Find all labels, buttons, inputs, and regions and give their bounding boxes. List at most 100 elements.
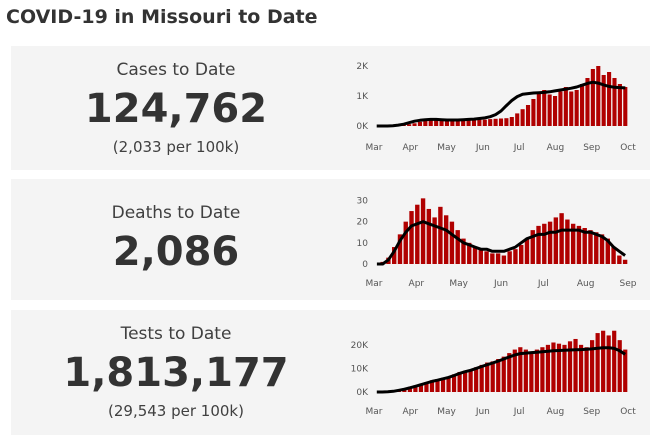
deaths-bar: [622, 259, 628, 264]
cases-bar: [574, 90, 579, 126]
cases-x-tick: Oct: [620, 143, 636, 153]
deaths-bar: [605, 238, 610, 264]
tests-bar: [507, 353, 512, 392]
deaths-bar: [594, 232, 599, 264]
cases-x-tick: Sep: [583, 143, 600, 153]
tests-bar: [529, 351, 534, 392]
cases-bar: [482, 119, 487, 126]
deaths-bar: [547, 221, 553, 264]
cases-y-tick: 2K: [356, 62, 369, 72]
deaths-chart: 0 10 20 30 Mar Apr May Jun Jul Aug Sep: [357, 196, 637, 289]
tests-x-tick: Aug: [547, 407, 565, 417]
cases-bar: [558, 91, 563, 126]
tests-bar: [413, 385, 418, 392]
cases-bar: [504, 118, 509, 126]
deaths-x-tick: Jul: [537, 279, 549, 289]
cases-bar: [434, 118, 439, 126]
tests-bar: [407, 386, 412, 392]
deaths-y-tick: 30: [357, 196, 369, 206]
cases-bar: [455, 120, 460, 126]
cases-bar: [580, 84, 585, 126]
cases-bar: [617, 84, 622, 126]
tests-bar: [540, 347, 545, 392]
cases-bar: [412, 123, 417, 126]
tests-bar: [512, 349, 517, 392]
tests-bar: [562, 344, 567, 392]
tests-x-tick: Mar: [366, 407, 383, 417]
tests-bar: [534, 349, 539, 392]
deaths-value: 2,086: [112, 229, 240, 275]
cases-bar: [547, 94, 552, 126]
deaths-x-tick: Apr: [409, 279, 425, 289]
tests-x-tick: Jul: [513, 407, 525, 417]
deaths-x-tick: Aug: [577, 279, 595, 289]
deaths-average-line: [376, 220, 626, 266]
cases-x-tick: Jun: [475, 143, 490, 153]
cases-bar: [450, 120, 455, 126]
cases-bar: [569, 91, 574, 126]
deaths-bar: [570, 223, 576, 264]
tests-bar: [446, 376, 451, 392]
cases-bar: [439, 119, 444, 126]
cases-bar: [552, 96, 558, 126]
tests-bar: [556, 343, 562, 392]
tests-label: Tests to Date: [120, 324, 232, 344]
tests-chart: 0K 10K 20K Mar Apr May Jun Jul Aug Sep Oct: [351, 330, 636, 417]
tests-bar: [617, 340, 622, 392]
tests-x-tick: Sep: [583, 407, 600, 417]
deaths-bar: [467, 242, 472, 264]
tests-x-tick: Oct: [620, 407, 636, 417]
tests-y-tick: 10K: [351, 364, 369, 374]
page-title: COVID-19 in Missouri to Date: [6, 6, 318, 28]
tests-bar: [523, 349, 528, 392]
deaths-bar: [553, 217, 559, 264]
cases-bar: [423, 120, 428, 126]
tests-bar: [623, 349, 628, 392]
deaths-bar: [582, 228, 587, 264]
deaths-bar: [472, 247, 478, 264]
cases-bar: [417, 121, 422, 126]
deaths-bar: [617, 255, 622, 264]
tests-bar: [457, 371, 462, 392]
deaths-y-tick: 10: [357, 239, 369, 249]
cases-chart: 0K 1K 2K Mar Apr May Jun Jul Aug Sep Oct: [356, 62, 636, 153]
cases-bar: [536, 93, 541, 126]
tests-bar: [424, 382, 429, 392]
tests-bar: [584, 347, 589, 392]
cases-value: 124,762: [84, 86, 268, 132]
cases-bar: [444, 120, 450, 126]
cases-y-tick: 1K: [356, 92, 369, 102]
tests-bar: [474, 367, 479, 392]
deaths-bar: [588, 230, 593, 264]
deaths-bar: [455, 230, 460, 264]
cases-bar: [525, 105, 531, 126]
deaths-bar: [461, 238, 466, 264]
cases-bar: [585, 78, 590, 126]
tests-x-tick: Jun: [475, 407, 490, 417]
deaths-bar: [576, 225, 582, 264]
cases-bar: [601, 75, 606, 126]
cases-x-tick: Jul: [513, 143, 525, 153]
tests-bar: [573, 338, 578, 392]
tests-bar: [595, 333, 600, 392]
tests-bar: [606, 335, 611, 392]
cases-bar: [407, 124, 412, 126]
tests-y-tick: 0K: [356, 388, 369, 398]
deaths-bar: [443, 215, 449, 264]
deaths-bar: [490, 253, 495, 264]
tests-value: 1,813,177: [63, 350, 289, 396]
tests-bar: [435, 379, 440, 392]
tests-bar: [545, 344, 551, 392]
cases-bar: [428, 120, 433, 126]
cases-bar: [531, 99, 536, 126]
deaths-bar: [392, 247, 397, 264]
cases-bar: [612, 78, 617, 126]
deaths-bar: [449, 221, 455, 264]
tests-bar: [451, 374, 457, 392]
cases-bar: [520, 109, 525, 126]
deaths-label: Deaths to Date: [111, 203, 241, 223]
tests-bar: [518, 347, 523, 392]
cases-bar: [515, 113, 520, 126]
cases-y-tick: 0K: [356, 122, 369, 132]
deaths-bar: [409, 211, 414, 264]
